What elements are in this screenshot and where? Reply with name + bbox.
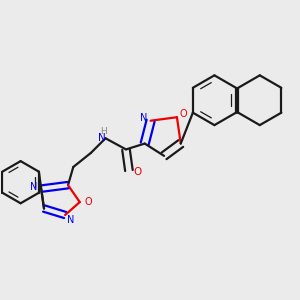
Text: O: O <box>134 167 142 177</box>
Text: N: N <box>67 215 74 225</box>
Text: O: O <box>180 109 187 119</box>
Text: N: N <box>30 182 38 192</box>
Text: N: N <box>140 113 147 123</box>
Text: H: H <box>100 127 106 136</box>
Text: O: O <box>84 196 92 206</box>
Text: N: N <box>98 133 106 143</box>
